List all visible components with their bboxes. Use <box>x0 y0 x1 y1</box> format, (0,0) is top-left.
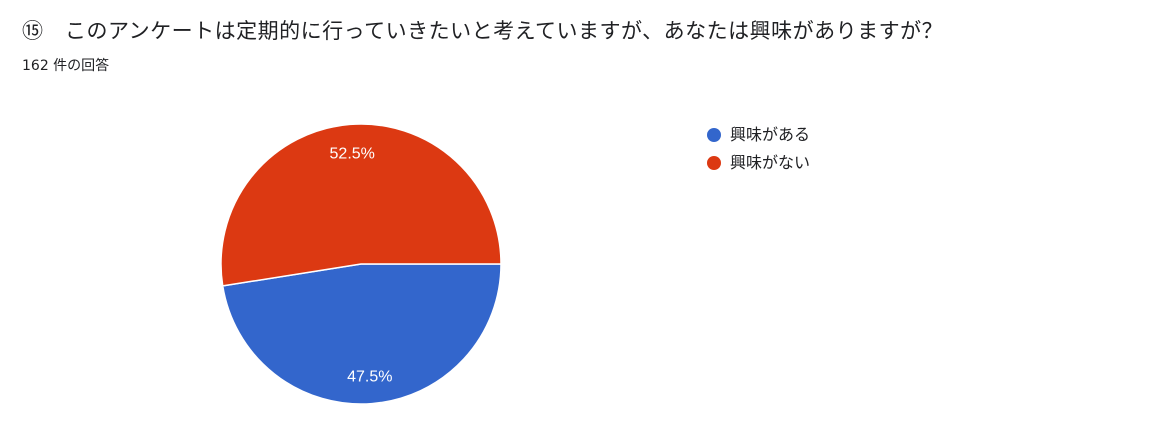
legend-swatch-interested <box>707 128 721 142</box>
legend-item-not-interested: 興味がない <box>707 149 810 177</box>
chart-legend: 興味がある 興味がない <box>707 121 810 177</box>
pie-label-not-interested: 52.5% <box>330 145 375 162</box>
pie-slice-interested <box>221 263 502 405</box>
legend-label-not-interested: 興味がない <box>730 153 811 172</box>
legend-swatch-not-interested <box>707 156 721 170</box>
legend-label-interested: 興味がある <box>730 125 811 144</box>
pie-slice-not-interested <box>220 123 502 287</box>
question-title: ⑮ このアンケートは定期的に行っていきたいと考えていますが、あなたは興味がありま… <box>22 19 944 43</box>
legend-item-interested: 興味がある <box>707 121 810 149</box>
pie-label-interested: 47.5% <box>347 369 392 386</box>
response-count: 162 件の回答 <box>22 58 110 74</box>
